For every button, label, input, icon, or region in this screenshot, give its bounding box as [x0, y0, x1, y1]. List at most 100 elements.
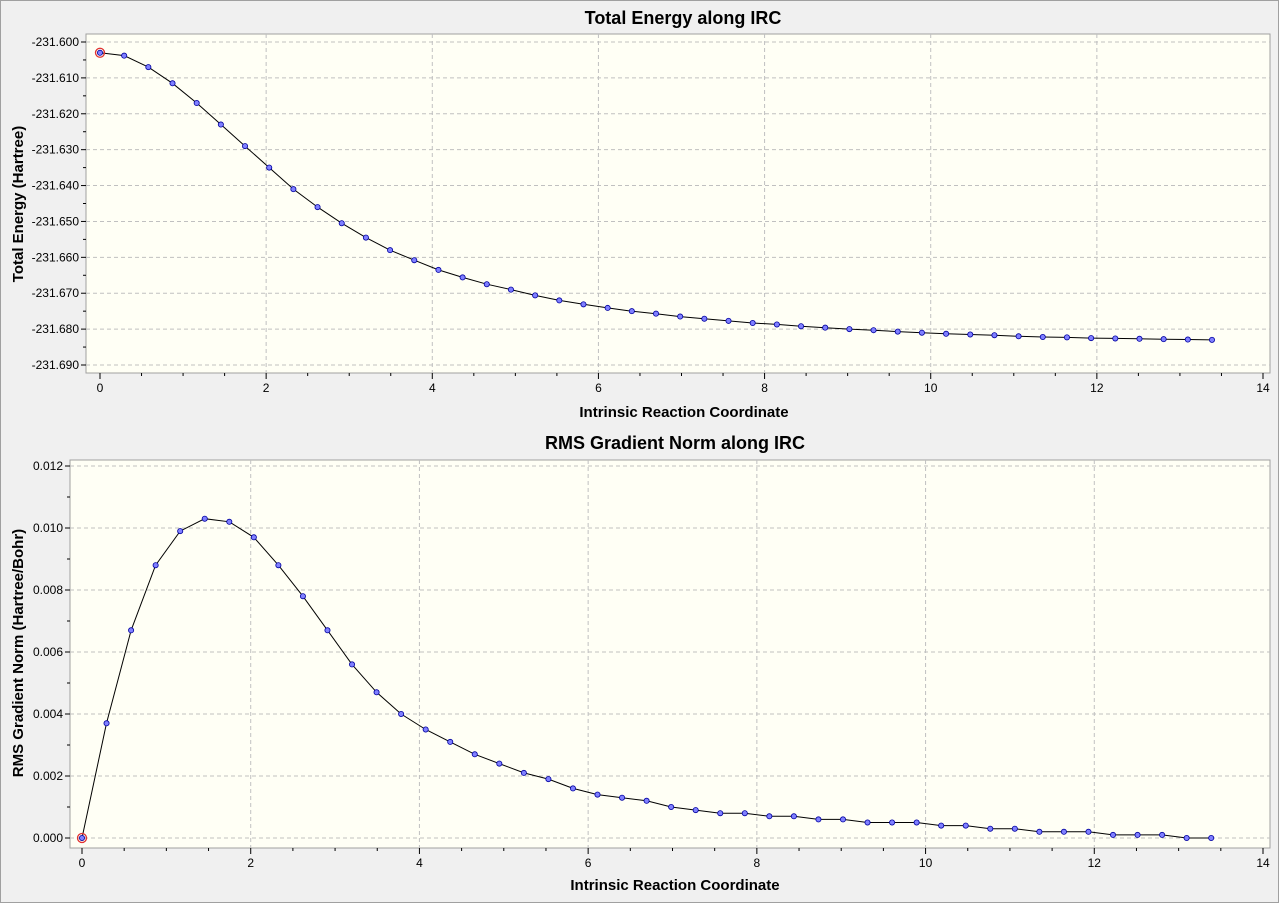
data-point	[619, 794, 626, 801]
y-tick-label: 0.000	[33, 831, 63, 845]
data-point	[580, 301, 587, 308]
data-point	[373, 689, 380, 696]
y-tick-label: -231.610	[32, 71, 80, 85]
data-point	[846, 326, 853, 333]
x-tick-label: 4	[429, 381, 436, 395]
x-tick-label: 0	[79, 856, 86, 870]
data-point	[766, 813, 773, 820]
data-point	[967, 331, 974, 338]
energy-chart-ylabel: Total Energy (Hartree)	[10, 126, 27, 282]
data-point	[121, 52, 128, 59]
data-point	[798, 323, 805, 330]
y-tick-label: 0.004	[33, 707, 63, 721]
data-point	[275, 562, 282, 569]
data-point	[1208, 336, 1215, 343]
data-point	[556, 297, 563, 304]
data-point	[1159, 831, 1166, 838]
data-point	[324, 627, 331, 634]
x-tick-label: 12	[1090, 381, 1104, 395]
data-point	[870, 327, 877, 334]
y-tick-label: 0.008	[33, 583, 63, 597]
data-point	[398, 711, 405, 718]
data-point	[1134, 831, 1141, 838]
gradient-chart: RMS Gradient Norm along IRC Intrinsic Re…	[10, 433, 1271, 894]
data-point	[839, 816, 846, 823]
data-point	[628, 308, 635, 315]
data-point	[169, 80, 176, 87]
data-point	[349, 661, 356, 668]
x-tick-label: 12	[1088, 856, 1102, 870]
data-point	[1039, 334, 1046, 341]
x-tick-label: 8	[754, 856, 761, 870]
y-tick-label: 0.010	[33, 521, 63, 535]
data-point	[435, 266, 442, 273]
x-tick-label: 2	[247, 856, 254, 870]
data-point	[520, 769, 527, 776]
gradient-chart-ylabel: RMS Gradient Norm (Hartree/Bohr)	[10, 529, 27, 777]
selected-point-marker	[76, 832, 88, 844]
x-tick-label: 6	[595, 381, 602, 395]
data-point	[507, 286, 514, 293]
data-point	[943, 330, 950, 337]
data-point	[1110, 831, 1117, 838]
x-tick-label: 10	[924, 381, 938, 395]
y-tick-label: 0.002	[33, 769, 63, 783]
data-point	[668, 804, 675, 811]
plot-area	[69, 459, 1271, 849]
data-point	[266, 164, 273, 171]
data-point	[1036, 828, 1043, 835]
data-point	[1060, 828, 1067, 835]
data-point	[938, 822, 945, 829]
data-point	[717, 810, 724, 817]
data-point	[242, 143, 249, 150]
x-tick-label: 14	[1256, 856, 1270, 870]
data-point	[362, 234, 369, 241]
data-point	[962, 822, 969, 829]
data-point	[889, 819, 896, 826]
data-point	[594, 791, 601, 798]
y-tick-label: 0.012	[33, 459, 63, 473]
data-point	[226, 518, 233, 525]
data-point	[790, 813, 797, 820]
data-point	[459, 274, 466, 281]
data-point	[918, 329, 925, 336]
data-point	[652, 310, 659, 317]
data-point	[1085, 828, 1092, 835]
data-point	[338, 220, 345, 227]
data-point	[299, 593, 306, 600]
x-tick-label: 8	[761, 381, 768, 395]
data-point	[201, 515, 208, 522]
y-tick-label: -231.630	[32, 143, 80, 157]
data-point	[773, 321, 780, 328]
data-point	[1015, 333, 1022, 340]
y-tick-label: -231.660	[32, 250, 80, 264]
data-point	[1063, 334, 1070, 341]
data-point	[290, 186, 297, 193]
data-point	[991, 332, 998, 339]
data-point	[1160, 336, 1167, 343]
data-point	[447, 738, 454, 745]
data-point	[604, 304, 611, 311]
data-point	[677, 313, 684, 320]
y-tick-label: -231.620	[32, 107, 80, 121]
data-point	[1183, 835, 1190, 842]
data-point	[692, 807, 699, 814]
x-tick-label: 0	[97, 381, 104, 395]
gradient-chart-xlabel: Intrinsic Reaction Coordinate	[570, 877, 779, 894]
plot-area	[85, 33, 1271, 374]
data-point	[422, 726, 429, 733]
data-point	[471, 751, 478, 758]
x-tick-label: 4	[416, 856, 423, 870]
data-point	[569, 785, 576, 792]
x-tick-label: 2	[263, 381, 270, 395]
data-point	[193, 100, 200, 107]
y-tick-label: 0.006	[33, 645, 63, 659]
y-tick-label: -231.670	[32, 286, 80, 300]
data-point	[496, 760, 503, 767]
data-point	[314, 204, 321, 211]
data-point	[152, 562, 159, 569]
x-tick-label: 6	[585, 856, 592, 870]
data-point	[749, 320, 756, 327]
